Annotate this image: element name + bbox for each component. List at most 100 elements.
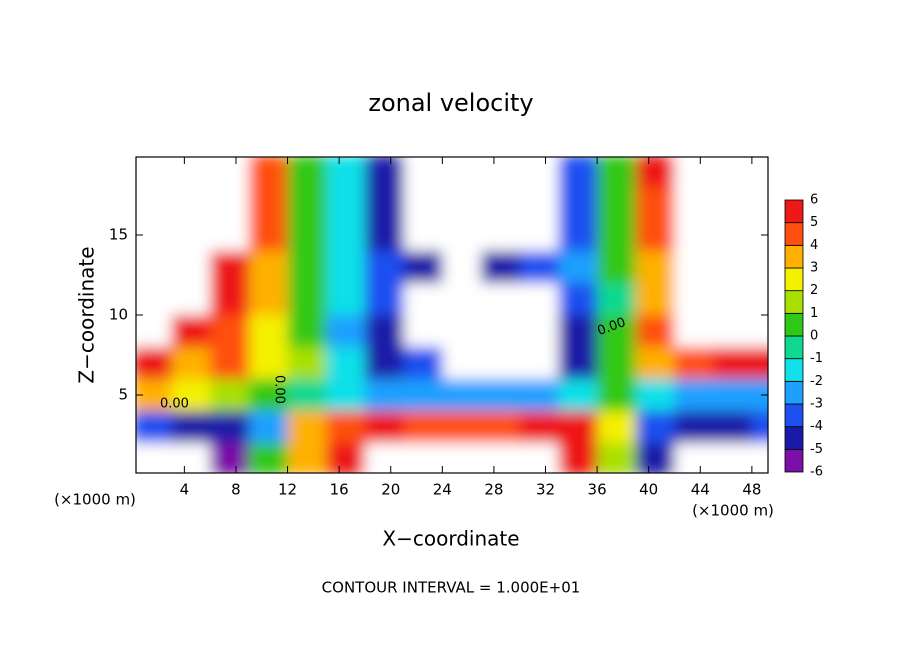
cell — [403, 379, 443, 412]
cell — [713, 315, 753, 348]
cell — [171, 251, 211, 284]
cell — [442, 251, 482, 284]
cell — [519, 283, 559, 316]
cell — [713, 411, 753, 444]
cell — [364, 157, 405, 188]
x-unit-label: (×1000 m) — [54, 491, 136, 509]
cell — [287, 347, 327, 380]
colorbar-label: -3 — [810, 397, 823, 412]
cell — [713, 187, 753, 220]
cell — [597, 347, 637, 380]
cell — [674, 283, 714, 316]
cell — [635, 187, 675, 220]
cell — [248, 411, 289, 444]
cell — [403, 411, 443, 444]
cell — [210, 187, 250, 220]
cell — [403, 347, 443, 380]
x-tick-label: 40 — [639, 481, 658, 499]
cell — [136, 347, 172, 380]
cell — [713, 347, 753, 380]
cell — [635, 443, 675, 473]
colorbar-label: -1 — [810, 351, 823, 366]
cell — [635, 315, 675, 348]
cell — [248, 443, 289, 473]
cell — [136, 283, 172, 316]
colorbar-label: -6 — [810, 465, 823, 480]
cell — [171, 411, 211, 444]
cell — [751, 379, 768, 412]
cell — [751, 443, 768, 473]
cell — [558, 219, 598, 252]
cell — [364, 315, 405, 348]
cell — [171, 443, 211, 473]
colorbar-label: 2 — [810, 283, 818, 298]
cell — [713, 379, 753, 412]
cell — [171, 347, 211, 380]
cell — [210, 379, 250, 412]
cell — [326, 283, 366, 316]
cell — [481, 443, 521, 473]
cell — [136, 187, 172, 220]
cell — [171, 315, 211, 348]
cell — [597, 315, 637, 348]
cell — [210, 251, 250, 284]
cell — [403, 157, 443, 188]
cell — [403, 283, 443, 316]
cell — [635, 379, 675, 412]
cell — [751, 411, 768, 444]
field — [136, 157, 768, 473]
cell — [248, 379, 289, 412]
colorbar-box — [784, 335, 804, 360]
cell — [519, 187, 559, 220]
colorbar-label: 3 — [810, 261, 818, 276]
cell — [751, 347, 768, 380]
cell — [171, 219, 211, 252]
x-tick-label: 28 — [484, 481, 503, 499]
cell — [597, 283, 637, 316]
colorbar-box — [784, 403, 804, 428]
cell — [210, 443, 250, 473]
cell — [674, 411, 714, 444]
cell — [558, 443, 598, 473]
colorbar-label: 0 — [810, 329, 818, 344]
plot-frame — [135, 156, 769, 474]
cell — [519, 347, 559, 380]
colorbar-box — [784, 426, 804, 450]
cell — [171, 379, 211, 412]
cell — [287, 283, 327, 316]
cell — [326, 443, 366, 473]
x-tick-label: 8 — [231, 481, 241, 499]
colorbar-label: -2 — [810, 374, 823, 389]
cell — [481, 379, 521, 412]
colorbar: -6 -5 -4 -3 -2 -1 0 1 2 3 4 5 6 — [784, 193, 823, 480]
cell — [326, 251, 366, 284]
cell — [171, 283, 211, 316]
cell — [248, 157, 289, 188]
plot-clip — [136, 157, 768, 473]
cell — [597, 219, 637, 252]
cell — [558, 157, 598, 188]
cell — [674, 219, 714, 252]
cell — [326, 187, 366, 220]
cell — [403, 315, 443, 348]
cell — [136, 443, 172, 473]
cell — [326, 379, 366, 412]
cell — [442, 443, 482, 473]
cell — [136, 157, 172, 188]
cell — [674, 251, 714, 284]
cell — [713, 251, 753, 284]
cell — [287, 187, 327, 220]
cell — [287, 157, 327, 188]
cell — [210, 157, 250, 188]
cell — [558, 347, 598, 380]
cell — [481, 347, 521, 380]
x-tick-label: 44 — [691, 481, 710, 499]
cell — [210, 347, 250, 380]
cell — [442, 379, 482, 412]
colorbar-box — [784, 380, 804, 405]
cell — [442, 187, 482, 220]
cell — [635, 219, 675, 252]
cell — [597, 411, 637, 444]
cell — [635, 251, 675, 284]
contour-label: 0.00 — [160, 397, 189, 412]
